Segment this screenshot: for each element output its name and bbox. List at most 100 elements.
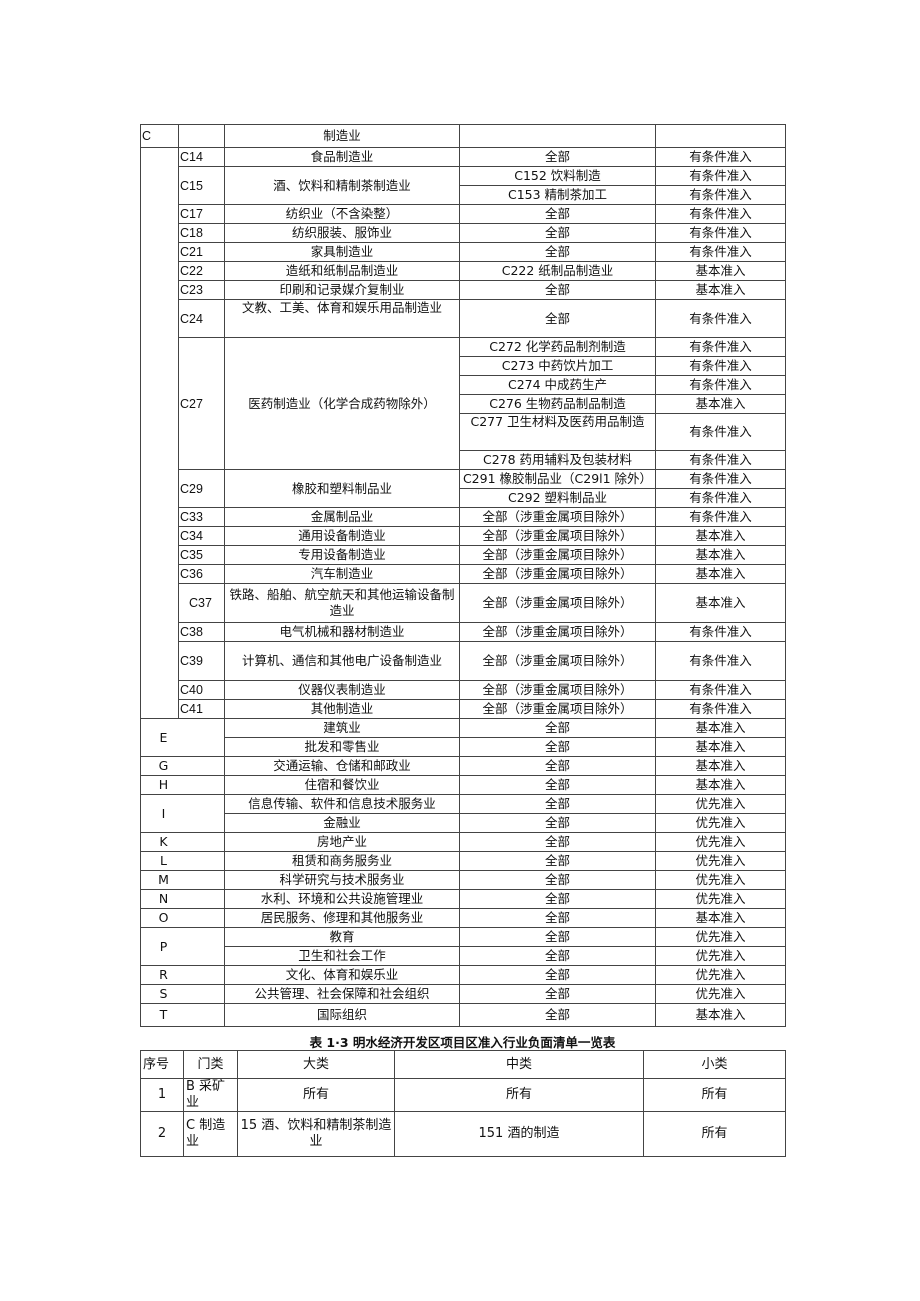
sub-category: 全部（涉重金属项目除外） (459, 545, 656, 565)
section-name: 教育 (224, 927, 460, 947)
access-status: 优先准入 (655, 927, 786, 947)
table-row: C23 印刷和记录媒介复制业 全部 基本准入 (141, 280, 786, 300)
category-name: 专用设备制造业 (224, 545, 460, 565)
access-status: 有条件准入 (655, 507, 786, 527)
category-name: 纺织业（不含染整） (224, 204, 460, 224)
category-name: 其他制造业 (224, 699, 460, 719)
sub-category: 全部 (459, 223, 656, 243)
category-name: 汽车制造业 (224, 564, 460, 584)
section-code: C (140, 124, 179, 148)
category-code: C23 (178, 280, 225, 300)
section-name: 租赁和商务服务业 (224, 851, 460, 871)
sub-category: 全部 (459, 851, 656, 871)
sub-category: C278 药用辅料及包装材料 (459, 450, 656, 470)
section-name: 批发和零售业 (224, 737, 460, 757)
access-status: 基本准入 (655, 737, 786, 757)
sub-category: 全部 (459, 775, 656, 795)
access-status: 有条件准入 (655, 375, 786, 395)
sub-category: 全部 (459, 147, 656, 167)
sub-category: 全部（涉重金属项目除外） (459, 583, 656, 623)
table-cell: B 采矿业 (183, 1078, 238, 1112)
category-name: 通用设备制造业 (224, 526, 460, 546)
section-blank-cell (140, 147, 179, 719)
category-code: C41 (178, 699, 225, 719)
table-row: C22 造纸和纸制品制造业 C222 纸制品制造业 基本准入 (141, 261, 786, 281)
section-code: H (140, 775, 225, 795)
access-status: 有条件准入 (655, 223, 786, 243)
sub-category: 全部 (459, 889, 656, 909)
negative-list-table: 序号 门类 大类 中类 小类 1 B 采矿业 所有 所有 所有 2 C 制造业 15 酒、饮料和精制茶制… (140, 1050, 786, 1157)
category-name: 纺织服装、服饰业 (224, 223, 460, 243)
section-code: E (140, 718, 225, 757)
category-code: C35 (178, 545, 225, 565)
access-status: 有条件准入 (655, 299, 786, 338)
sub-category: 全部 (459, 794, 656, 814)
sub-category: 全部（涉重金属项目除外） (459, 641, 656, 681)
category-code: C40 (178, 680, 225, 700)
sub-category: 全部（涉重金属项目除外） (459, 699, 656, 719)
section-code: P (140, 927, 225, 966)
table-row: C38 电气机械和器材制造业 全部（涉重金属项目除外） 有条件准入 (141, 622, 786, 642)
access-status: 基本准入 (655, 756, 786, 776)
section-name: 科学研究与技术服务业 (224, 870, 460, 890)
access-status: 基本准入 (655, 261, 786, 281)
category-name: 铁路、船舶、航空航天和其他运输设备制造业 (224, 583, 460, 623)
access-status: 优先准入 (655, 832, 786, 852)
table-cell: 15 酒、饮料和精制茶制造业 (237, 1111, 395, 1157)
sub-category: C152 饮料制造 (459, 166, 656, 186)
access-status: 优先准入 (655, 870, 786, 890)
access-status: 有条件准入 (655, 413, 786, 451)
table-row: C35 专用设备制造业 全部（涉重金属项目除外） 基本准入 (141, 545, 786, 565)
access-status: 有条件准入 (655, 680, 786, 700)
sub-category: C273 中药饮片加工 (459, 356, 656, 376)
sub-category: 全部 (459, 756, 656, 776)
sub-category: 全部（涉重金属项目除外） (459, 680, 656, 700)
table-row: 金融业 全部 优先准入 (141, 813, 786, 833)
section-name: 卫生和社会工作 (224, 946, 460, 966)
column-header: 序号 (140, 1050, 184, 1079)
section-name: 交通运输、仓储和邮政业 (224, 756, 460, 776)
table-row: C24 文教、工美、体育和娱乐用品制造业 全部 有条件准入 (141, 299, 786, 338)
table-cell: 151 酒的制造 (394, 1111, 644, 1157)
section-code: O (140, 908, 225, 928)
sub-category: 全部 (459, 813, 656, 833)
category-name: 计算机、通信和其他电广设备制造业 (224, 641, 460, 681)
section-name: 房地产业 (224, 832, 460, 852)
sub-category: 全部 (459, 870, 656, 890)
column-header: 小类 (643, 1050, 786, 1079)
category-code: C34 (178, 526, 225, 546)
sub-category-cell (459, 124, 656, 148)
sub-category: 全部 (459, 832, 656, 852)
sub-category: 全部 (459, 908, 656, 928)
table-cell: C 制造业 (183, 1111, 238, 1157)
category-code: C33 (178, 507, 225, 527)
category-code: C39 (178, 641, 225, 681)
table-row: C29 橡胶和塑料制品业 C291 橡胶制品业（C29l1 除外） 有条件准入 (141, 469, 786, 508)
sub-category: C272 化学药品制剂制造 (459, 337, 656, 357)
table-row: C278 药用辅料及包装材料 有条件准入 (141, 450, 786, 470)
section-code: R (140, 965, 225, 985)
section-name: 建筑业 (224, 718, 460, 738)
access-status: 基本准入 (655, 280, 786, 300)
table-row: C17 纺织业（不含染整） 全部 有条件准入 (141, 204, 786, 224)
table-row: L 租赁和商务服务业 全部 优先准入 (140, 851, 786, 871)
access-status: 基本准入 (655, 1003, 786, 1027)
sub-category: 全部 (459, 1003, 656, 1027)
table-row: M 科学研究与技术服务业 全部 优先准入 (140, 870, 786, 890)
sub-category: 全部 (459, 242, 656, 262)
sub-category: C291 橡胶制品业（C29l1 除外） (459, 469, 656, 489)
section-code: N (140, 889, 225, 909)
category-code: C29 (178, 469, 225, 508)
sub-category: C292 塑料制品业 (459, 488, 656, 508)
sub-category: 全部 (459, 737, 656, 757)
sub-category: C153 精制茶加工 (459, 185, 656, 205)
sub-category: 全部 (459, 946, 656, 966)
sub-category: 全部 (459, 718, 656, 738)
sub-category: C276 生物药品制品制造 (459, 394, 656, 414)
section-code: M (140, 870, 225, 890)
table-row: P 教育 全部 优先准入 (140, 927, 786, 966)
section-name: 住宿和餐饮业 (224, 775, 460, 795)
access-status: 有条件准入 (655, 469, 786, 489)
table-row: T 国际组织 全部 基本准入 (140, 1003, 786, 1027)
